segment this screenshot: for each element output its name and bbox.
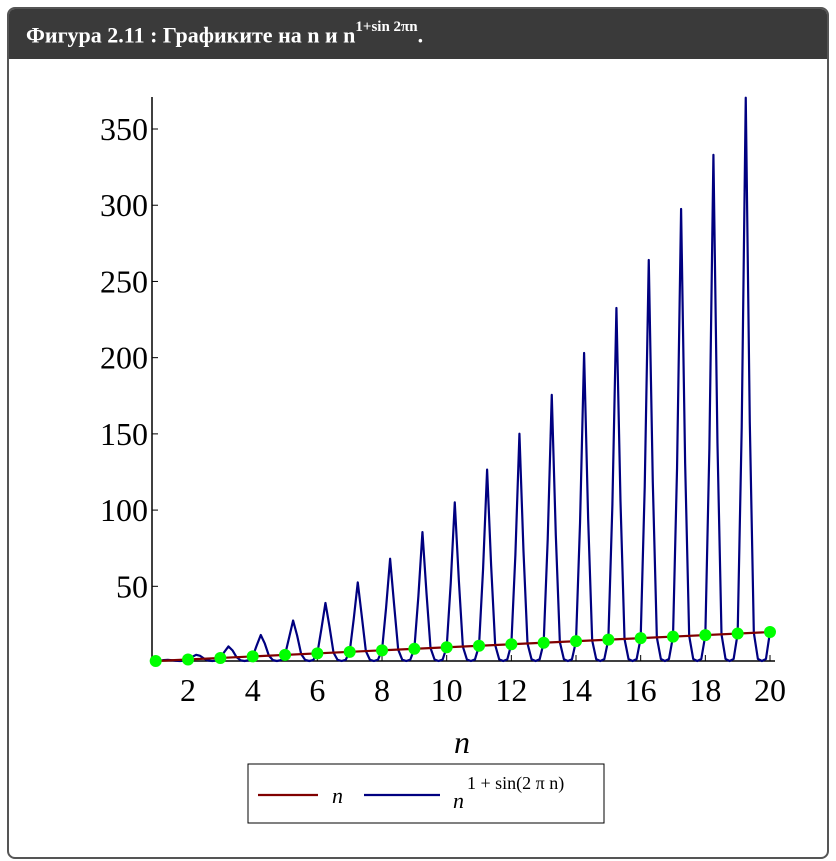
marker-point (699, 629, 712, 642)
figure-title: Фигура 2.11 : Графиките на n и n1+sin 2π… (26, 19, 424, 48)
marker-point (505, 638, 518, 651)
x-tick-label: 18 (689, 672, 721, 708)
y-tick-label: 50 (116, 568, 148, 604)
y-tick-label: 300 (100, 187, 148, 223)
marker-point (667, 630, 680, 643)
marker-point (537, 636, 550, 649)
title-superscript: 1+sin 2πn (355, 19, 418, 35)
figure-frame: Фигура 2.11 : Графиките на n и n1+sin 2π… (7, 7, 829, 859)
marker-point (440, 641, 453, 654)
x-tick-label: 14 (560, 672, 592, 708)
title-text: Фигура 2.11 : Графиките на n и n (26, 22, 356, 48)
marker-point (570, 635, 583, 648)
title-end: . (417, 22, 424, 48)
x-axis-label: n (454, 724, 470, 760)
marker-point (214, 651, 227, 664)
x-tick-label: 4 (245, 672, 261, 708)
y-tick-label: 100 (100, 492, 148, 528)
marker-point (182, 653, 195, 666)
marker-point (149, 655, 162, 667)
x-tick-label: 20 (754, 672, 786, 708)
marker-point (376, 644, 389, 657)
marker-point (246, 650, 259, 663)
marker-point (408, 642, 421, 655)
series-line (155, 96, 772, 663)
legend-box (247, 763, 605, 824)
y-tick-label: 250 (100, 263, 148, 299)
y-tick-label: 150 (100, 416, 148, 452)
marker-point (764, 626, 776, 639)
x-tick-label: 2 (180, 672, 196, 708)
x-tick-label: 16 (625, 672, 657, 708)
marker-point (473, 639, 486, 652)
marker-point (343, 645, 356, 658)
figure-header: Фигура 2.11 : Графиките на n и n1+sin 2π… (9, 9, 827, 59)
legend-label-superscript: 1 + sin(2 π n) (467, 773, 564, 794)
x-tick-label: 10 (431, 672, 463, 708)
y-tick-label: 200 (100, 340, 148, 376)
x-tick-label: 12 (495, 672, 527, 708)
y-tick-label: 350 (100, 111, 148, 147)
marker-point (279, 648, 292, 661)
legend-label: n (332, 783, 343, 808)
x-tick-label: 8 (374, 672, 390, 708)
marker-point (602, 633, 615, 646)
x-tick-label: 6 (309, 672, 325, 708)
marker-point (731, 627, 744, 640)
legend-label: n (453, 788, 464, 813)
marker-point (311, 647, 324, 660)
marker-point (634, 632, 647, 645)
